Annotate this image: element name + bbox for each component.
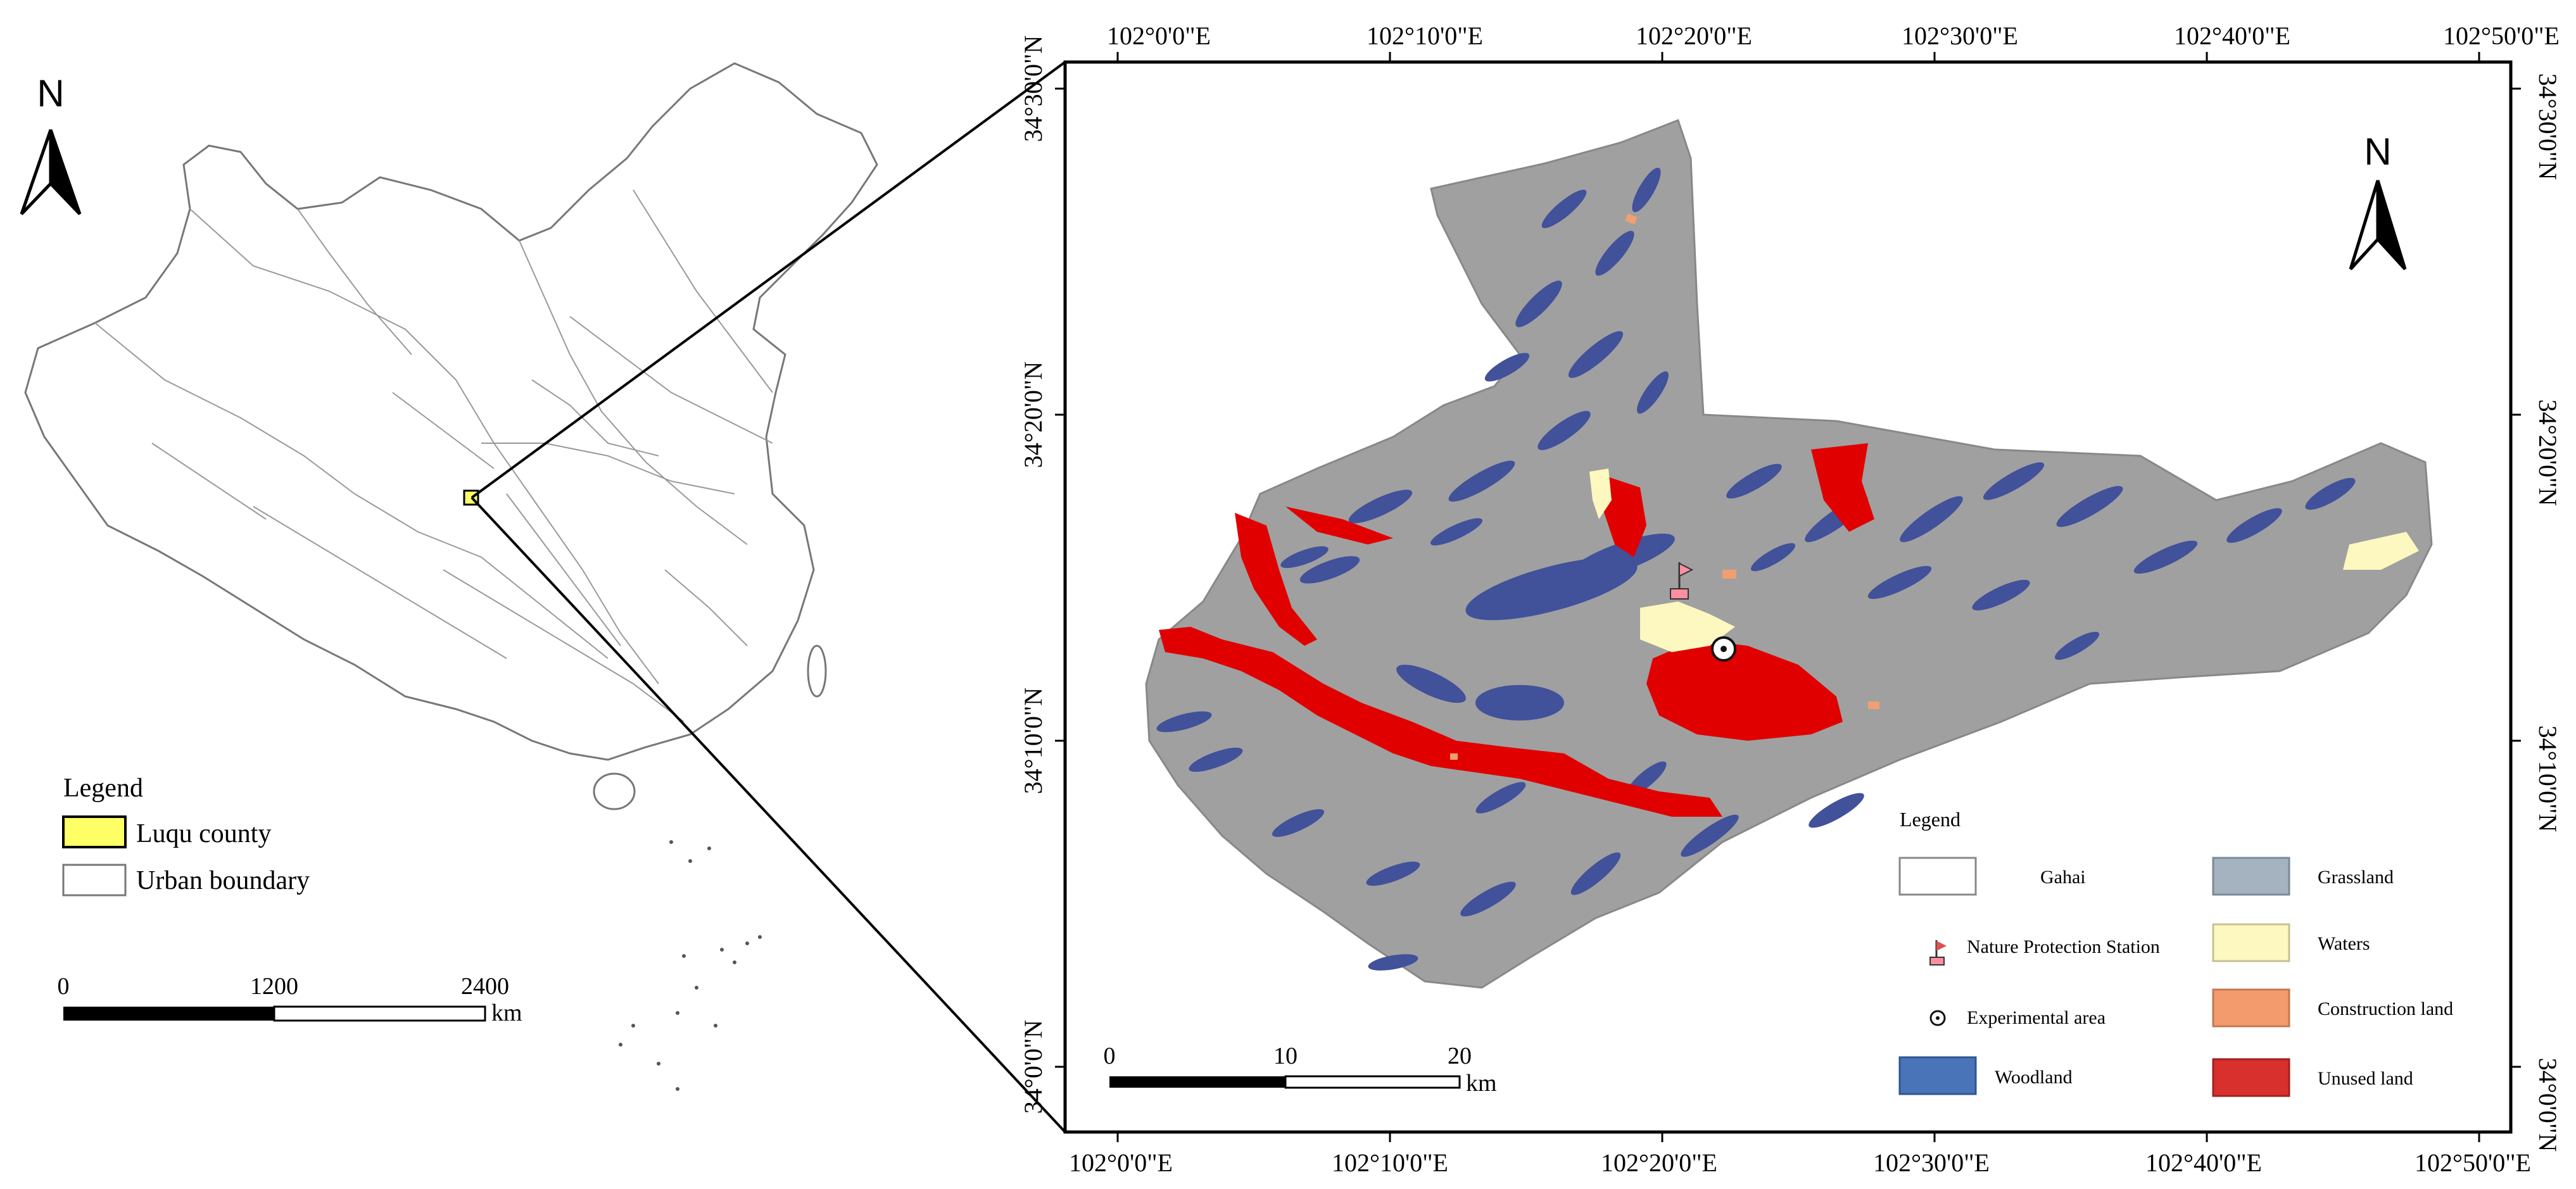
overview-legend: Legend Luqu county Urban boundary xyxy=(62,774,310,896)
bottom-longitude-labels: 102°0'0"E 102°10'0"E 102°20'0"E 102°30'0… xyxy=(1069,1148,2531,1177)
bottom-lon-3: 102°30'0"E xyxy=(1873,1148,1990,1177)
overview-scale-unit: km xyxy=(491,1000,522,1026)
legend-swatch-gahai xyxy=(1898,857,1977,896)
top-lon-2: 102°20'0"E xyxy=(1636,22,1752,50)
legend-label-waters: Waters xyxy=(2318,933,2370,954)
bottom-lon-5: 102°50'0"E xyxy=(2415,1148,2531,1177)
detail-legend: Legend Gahai Grassland Nature Protection… xyxy=(1898,808,2453,1097)
legend-swatch-urban xyxy=(62,864,127,896)
detail-map xyxy=(1055,52,2521,1142)
bottom-lon-4: 102°40'0"E xyxy=(2145,1148,2262,1177)
overview-north-label: N xyxy=(37,72,64,115)
overview-map: N xyxy=(20,62,878,1091)
legend-swatch-construction xyxy=(2212,988,2290,1028)
waters-patches xyxy=(1589,469,2419,652)
right-lat-2: 34°10'0"N xyxy=(2534,726,2562,832)
north-arrow-right-half xyxy=(49,129,82,215)
nature-protection-station-marker xyxy=(1670,562,1694,600)
legend-label-station: Nature Protection Station xyxy=(1967,936,2160,957)
left-lat-1: 34°20'0"N xyxy=(1019,362,1047,468)
detail-scale-tick-0: 0 xyxy=(1104,1043,1116,1069)
legend-swatch-unused xyxy=(2212,1058,2290,1097)
right-lat-0: 34°30'0"N xyxy=(2534,73,2562,180)
detail-scale-tick-1: 10 xyxy=(1273,1043,1297,1069)
right-lat-3: 34°0'0"N xyxy=(2534,1058,2562,1152)
left-lat-2: 34°10'0"N xyxy=(1019,688,1047,794)
detail-scale-bar: 0 10 20 km xyxy=(1104,1043,1497,1097)
right-latitude-labels: 34°30'0"N 34°20'0"N 34°10'0"N 34°0'0"N xyxy=(2534,73,2562,1152)
detail-north-arrow-right xyxy=(2376,180,2407,270)
construction-land-patches xyxy=(1450,213,1879,760)
urban-boundaries xyxy=(94,189,773,722)
top-lon-3: 102°30'0"E xyxy=(1902,22,2018,50)
legend-label-grassland: Grassland xyxy=(2318,867,2394,888)
detail-scale-black xyxy=(1109,1076,1285,1088)
legend-label-luqu: Luqu county xyxy=(136,819,271,848)
top-lon-0: 102°0'0"E xyxy=(1107,22,1211,50)
legend-label-woodland: Woodland xyxy=(1995,1067,2073,1088)
overview-scale-tick-1: 1200 xyxy=(250,973,298,1000)
overview-scale-tick-2: 2400 xyxy=(461,973,509,1000)
top-longitude-labels: 102°0'0"E 102°10'0"E 102°20'0"E 102°30'0… xyxy=(1107,22,2560,50)
left-lat-3: 34°0'0"N xyxy=(1019,1020,1047,1114)
unused-land-patches xyxy=(1159,443,1874,817)
connector-line-bottom xyxy=(470,496,1066,1133)
connector-line-top xyxy=(470,61,1066,499)
overview-scale-bar: 0 1200 2400 km xyxy=(58,973,522,1026)
left-lat-0: 34°30'0"N xyxy=(1019,35,1047,142)
legend-symbol-experimental xyxy=(1929,1010,1946,1026)
detail-scale-unit: km xyxy=(1466,1070,1497,1097)
overview-north-arrow: N xyxy=(20,72,82,215)
detail-scale-white xyxy=(1284,1075,1461,1089)
legend-swatch-woodland xyxy=(1898,1056,1977,1095)
hainan-island xyxy=(593,772,636,810)
bottom-lon-2: 102°20'0"E xyxy=(1601,1148,1717,1177)
detail-north-arrow: N xyxy=(2349,130,2407,270)
legend-label-unused: Unused land xyxy=(2318,1068,2413,1089)
detail-north-label: N xyxy=(2364,130,2391,173)
north-arrow-left-half xyxy=(20,129,53,215)
top-lon-5: 102°50'0"E xyxy=(2443,22,2560,50)
graticule-ticks xyxy=(1055,52,2521,1142)
overview-scale-black xyxy=(63,1007,274,1021)
taiwan-island xyxy=(807,645,827,698)
experimental-area-marker xyxy=(1711,636,1736,662)
top-lon-1: 102°10'0"E xyxy=(1367,22,1483,50)
legend-label-construction: Construction land xyxy=(2318,998,2453,1019)
detail-scale-tick-2: 20 xyxy=(1448,1043,1472,1069)
legend-symbol-station xyxy=(1929,940,1947,966)
south-sea-islands xyxy=(619,840,762,1091)
legend-label-experimental: Experimental area xyxy=(1967,1007,2106,1028)
legend-label-gahai: Gahai xyxy=(2040,867,2086,888)
left-latitude-labels: 34°30'0"N 34°20'0"N 34°10'0"N 34°0'0"N xyxy=(1019,35,1047,1114)
right-lat-1: 34°20'0"N xyxy=(2534,399,2562,506)
legend-swatch-grassland xyxy=(2212,857,2290,896)
bottom-lon-0: 102°0'0"E xyxy=(1069,1148,1173,1177)
china-outline xyxy=(24,62,878,761)
overview-scale-tick-0: 0 xyxy=(58,973,70,1000)
overview-scale-white xyxy=(273,1005,486,1022)
detail-legend-title: Legend xyxy=(1900,808,1960,831)
legend-swatch-luqu xyxy=(62,815,127,848)
overview-legend-title: Legend xyxy=(63,774,143,803)
top-lon-4: 102°40'0"E xyxy=(2174,22,2290,50)
bottom-lon-1: 102°10'0"E xyxy=(1332,1148,1448,1177)
legend-label-urban: Urban boundary xyxy=(136,866,310,895)
legend-swatch-waters xyxy=(2212,923,2290,962)
